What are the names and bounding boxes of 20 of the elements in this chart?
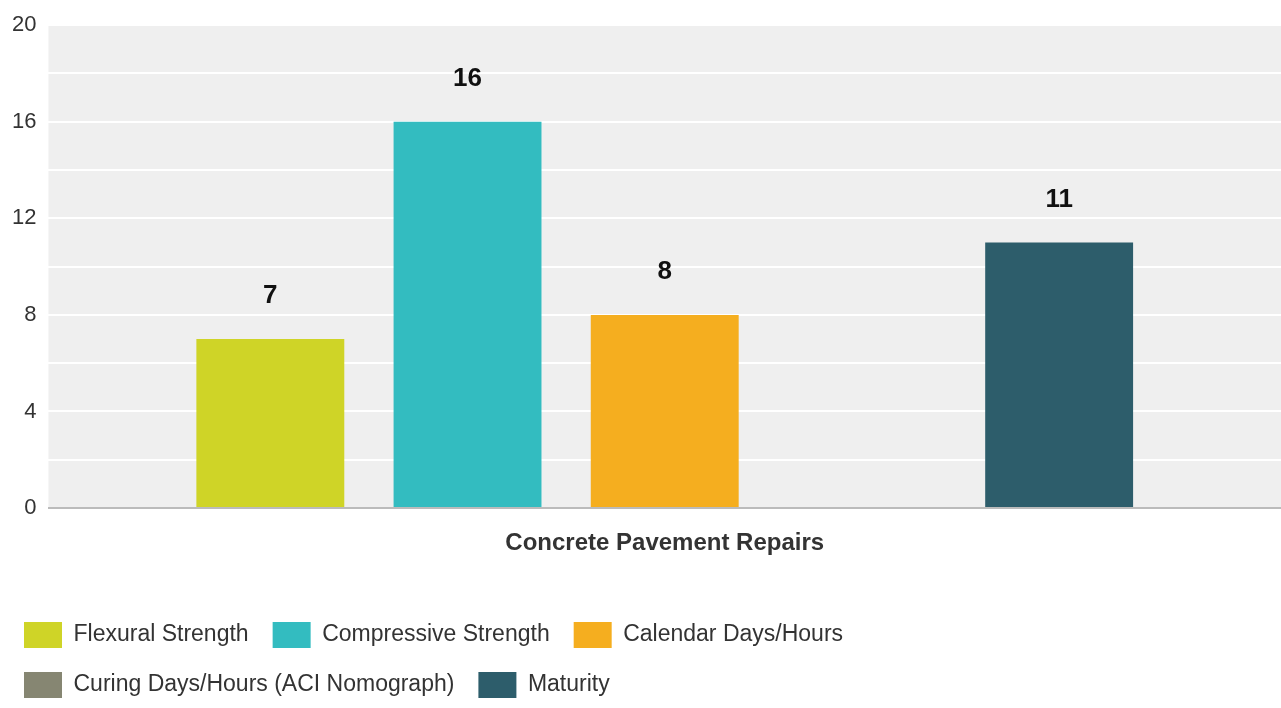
data-label: 16 — [453, 61, 482, 92]
bar — [393, 121, 542, 507]
x-axis-title: Concrete Pavement Repairs — [505, 528, 825, 556]
y-tick-label: 0 — [24, 494, 37, 520]
y-tick-label: 4 — [24, 397, 37, 423]
legend-label: Compressive Strength — [322, 620, 550, 647]
bar — [196, 339, 345, 507]
data-label: 8 — [657, 255, 672, 286]
y-tick-label: 12 — [11, 204, 37, 230]
legend-label: Maturity — [527, 670, 611, 697]
data-label: 7 — [263, 279, 278, 310]
legend-label: Flexural Strength — [73, 620, 249, 647]
legend-label: Calendar Days/Hours — [623, 620, 844, 647]
bar — [590, 314, 739, 507]
y-tick-label: 8 — [24, 300, 37, 326]
bar — [985, 242, 1134, 507]
y-tick-label: 16 — [11, 107, 37, 133]
y-tick-label: 20 — [11, 11, 37, 37]
legend-label: Curing Days/Hours (ACI Nomograph) — [73, 670, 455, 697]
data-label: 11 — [1045, 182, 1073, 213]
